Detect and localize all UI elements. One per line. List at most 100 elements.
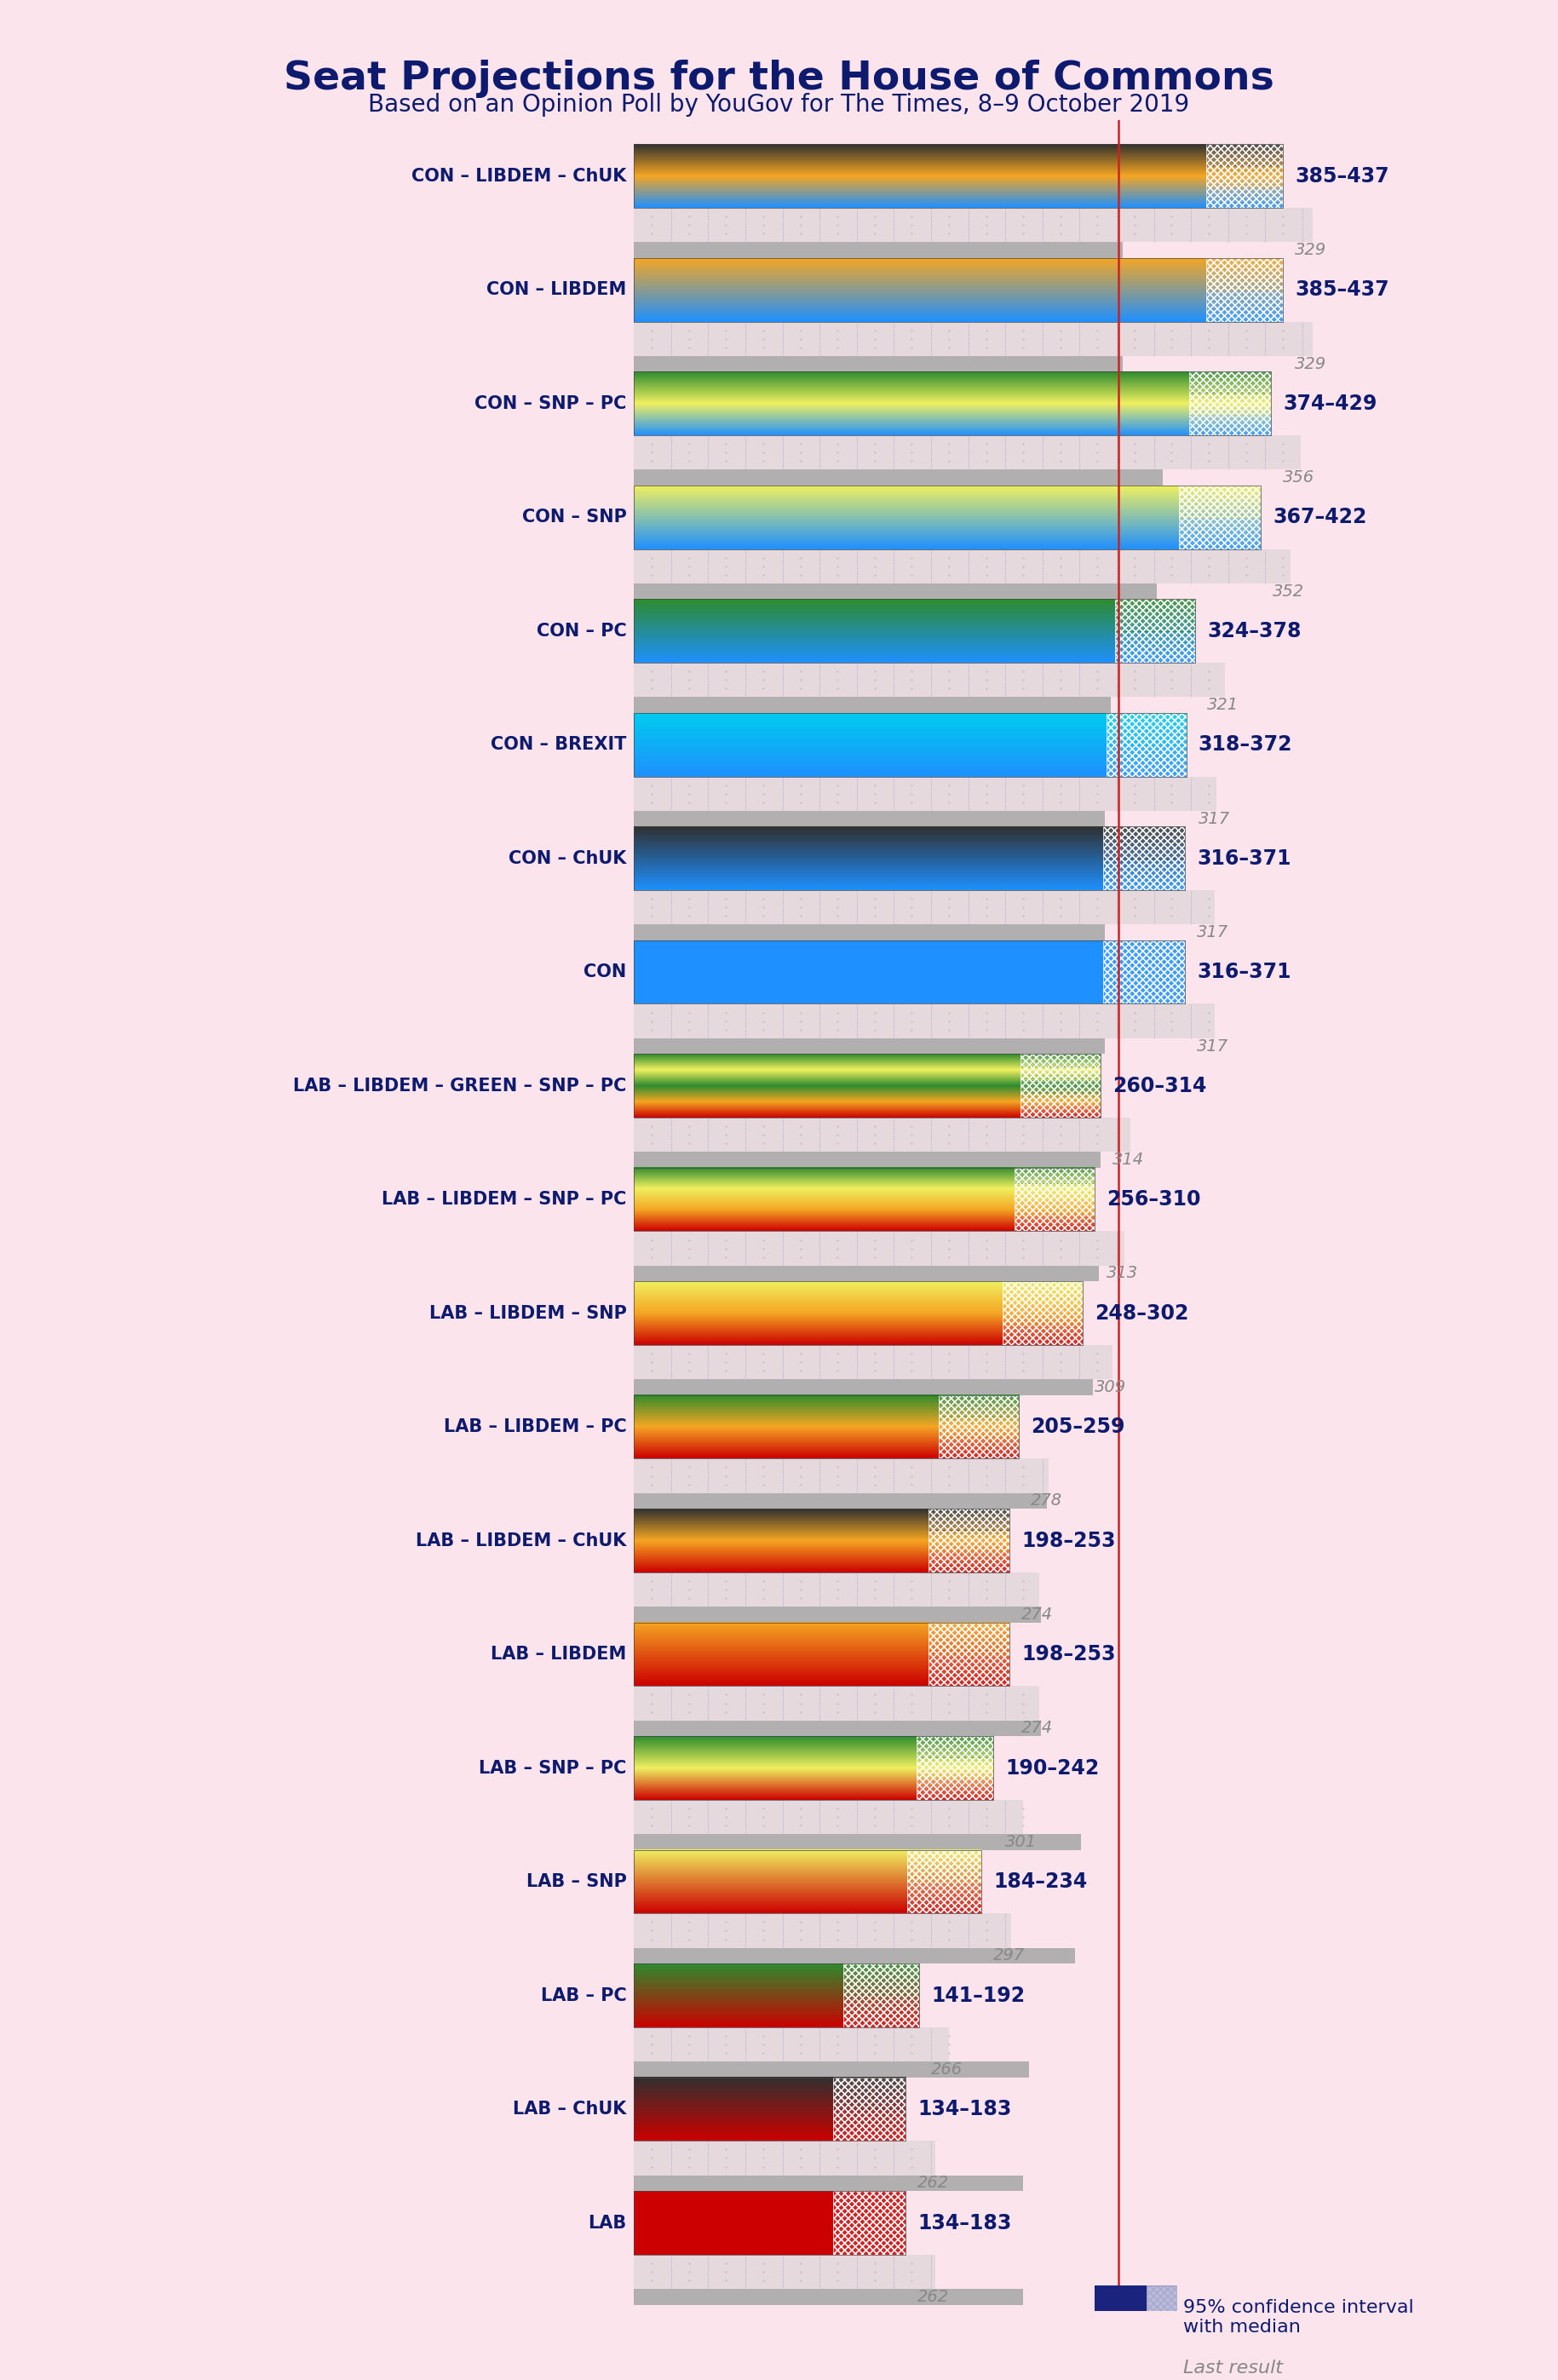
Bar — [634, 1492, 1047, 1509]
Text: CON – SNP: CON – SNP — [522, 509, 626, 526]
Bar — [907, 1849, 982, 1883]
Bar — [1116, 600, 1195, 631]
Bar — [929, 1623, 1010, 1685]
Bar — [634, 662, 1225, 697]
Bar — [1179, 486, 1260, 516]
Bar — [1020, 1054, 1100, 1119]
Bar — [1189, 414, 1271, 436]
Text: 317: 317 — [1198, 812, 1229, 826]
Bar — [634, 469, 1162, 486]
Bar — [634, 257, 1284, 321]
Bar — [1189, 393, 1271, 414]
Bar — [1103, 859, 1186, 890]
Text: LAB – LIBDEM – SNP – PC: LAB – LIBDEM – SNP – PC — [382, 1190, 626, 1209]
Text: CON – ChUK: CON – ChUK — [509, 850, 626, 866]
Bar — [634, 776, 1217, 812]
Text: 198–253: 198–253 — [1022, 1530, 1116, 1552]
Bar — [907, 1883, 982, 1914]
Bar — [1020, 1066, 1100, 1081]
Bar — [634, 583, 1158, 600]
Bar — [1020, 1081, 1100, 1092]
Bar — [1020, 1054, 1100, 1066]
Text: Seat Projections for the House of Commons: Seat Projections for the House of Common… — [284, 60, 1274, 98]
Bar — [1002, 1302, 1083, 1323]
Text: 198–253: 198–253 — [1022, 1645, 1116, 1664]
Bar — [1014, 1169, 1094, 1183]
Bar — [634, 1914, 1011, 1947]
Bar — [634, 1509, 1010, 1573]
Text: LAB – ChUK: LAB – ChUK — [513, 2102, 626, 2118]
Bar — [1020, 1092, 1100, 1104]
Bar — [634, 2192, 905, 2254]
Bar — [1020, 1104, 1100, 1119]
Bar — [929, 1509, 1010, 1573]
Text: 321: 321 — [1207, 697, 1239, 714]
Bar — [1179, 516, 1260, 550]
Bar — [634, 1459, 1049, 1492]
Bar — [1103, 826, 1186, 890]
Text: 274: 274 — [1022, 1721, 1053, 1737]
Bar — [1147, 2285, 1176, 2349]
Bar — [634, 1169, 1094, 1230]
Bar — [634, 1947, 1075, 1963]
Bar — [634, 2028, 949, 2061]
Bar — [1116, 631, 1195, 662]
Bar — [1103, 940, 1186, 1004]
Text: 260–314: 260–314 — [1112, 1076, 1206, 1097]
Bar — [634, 2078, 905, 2142]
Bar — [634, 940, 1186, 1004]
Bar — [907, 1849, 982, 1914]
Bar — [1103, 826, 1186, 859]
Bar — [1189, 371, 1271, 436]
Text: 301: 301 — [1005, 1835, 1038, 1849]
Bar — [634, 600, 1195, 662]
Text: 134–183: 134–183 — [918, 2213, 1011, 2232]
Bar — [1002, 1280, 1083, 1345]
Bar — [634, 890, 1215, 923]
Bar — [834, 2192, 905, 2254]
Bar — [634, 1721, 1041, 1737]
Text: CON: CON — [584, 964, 626, 981]
Text: 329: 329 — [1295, 243, 1326, 257]
Bar — [634, 1395, 1019, 1459]
Text: 95% confidence interval
with median: 95% confidence interval with median — [1184, 2299, 1415, 2337]
Bar — [1189, 371, 1271, 393]
Text: LAB – LIBDEM – SNP: LAB – LIBDEM – SNP — [428, 1304, 626, 1321]
Text: 374–429: 374–429 — [1284, 393, 1377, 414]
Bar — [634, 940, 1103, 1004]
Bar — [634, 1345, 1112, 1380]
Bar — [843, 1963, 919, 1994]
Bar — [1014, 1169, 1094, 1230]
Text: 141–192: 141–192 — [932, 1985, 1025, 2006]
Bar — [929, 1654, 1010, 1685]
Bar — [634, 145, 1284, 207]
Text: 309: 309 — [1094, 1378, 1126, 1395]
Text: LAB – LIBDEM – PC: LAB – LIBDEM – PC — [444, 1418, 626, 1435]
Text: 316–371: 316–371 — [1197, 847, 1292, 869]
Bar — [929, 1552, 1010, 1573]
Bar — [634, 812, 1105, 826]
Bar — [634, 1280, 1083, 1345]
Bar — [1106, 714, 1187, 745]
Text: 329: 329 — [1295, 355, 1326, 371]
Bar — [1014, 1200, 1094, 1216]
Text: 316–371: 316–371 — [1197, 962, 1292, 983]
Bar — [929, 1623, 1010, 1654]
Bar — [1179, 486, 1260, 550]
Bar — [634, 2061, 1030, 2078]
Text: 318–372: 318–372 — [1198, 735, 1293, 754]
Bar — [634, 371, 1271, 436]
Bar — [916, 1756, 994, 1778]
Bar — [634, 1054, 1100, 1119]
Bar — [1002, 1323, 1083, 1345]
Bar — [634, 1004, 1215, 1038]
Text: 266: 266 — [932, 2061, 963, 2078]
Bar — [634, 1119, 1130, 1152]
Text: 274: 274 — [1022, 1606, 1053, 1623]
Text: Last result: Last result — [1184, 2359, 1284, 2378]
Bar — [1106, 714, 1187, 776]
Text: LAB – LIBDEM – GREEN – SNP – PC: LAB – LIBDEM – GREEN – SNP – PC — [293, 1078, 626, 1095]
Bar — [634, 243, 1123, 257]
Text: 184–234: 184–234 — [994, 1871, 1087, 1892]
Bar — [1206, 290, 1284, 321]
